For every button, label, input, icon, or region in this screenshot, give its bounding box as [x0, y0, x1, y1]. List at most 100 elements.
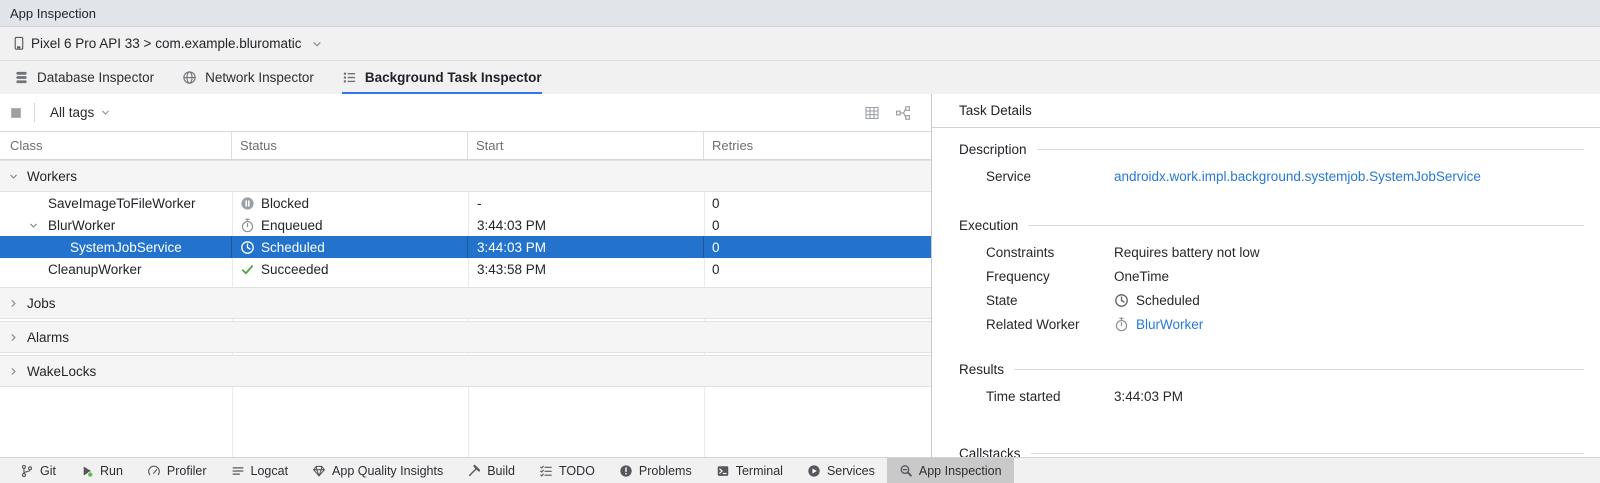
section-title: Execution [959, 217, 1019, 233]
table-row-saveimagetofileworker[interactable]: SaveImageToFileWorker Blocked - 0 [0, 192, 931, 214]
status-cell: Succeeded [232, 258, 468, 280]
toolwindow-button-label: TODO [559, 463, 595, 478]
background-task-table-panel: All tags [0, 94, 932, 458]
toolwindow-button-problems[interactable]: Problems [607, 458, 704, 483]
build-hammer-icon [467, 464, 481, 478]
detail-value: androidx.work.impl.background.systemjob.… [1114, 169, 1600, 184]
chevron-right-icon[interactable] [8, 332, 19, 343]
group-row-alarms[interactable]: Alarms [0, 321, 931, 353]
status-cell: Enqueued [232, 214, 468, 236]
tab-network-inspector[interactable]: Network Inspector [182, 61, 314, 95]
detail-row-service: Service androidx.work.impl.background.sys… [986, 164, 1600, 188]
detail-value: Scheduled [1114, 293, 1600, 308]
stop-inspector-button[interactable] [9, 106, 23, 120]
tab-label: Network Inspector [205, 70, 314, 85]
toolwindow-button-profiler[interactable]: Profiler [135, 458, 219, 483]
table-header: Class Status Start Retries [0, 132, 931, 160]
detail-text: OneTime [1114, 268, 1170, 284]
table-row-systemjobservice[interactable]: SystemJobService Scheduled 3:44:03 PM 0 [0, 236, 931, 258]
toolwindow-button-label: Profiler [166, 463, 207, 478]
graph-view-icon[interactable] [893, 103, 913, 123]
toolwindow-button-todo[interactable]: TODO [527, 458, 607, 483]
toolwindow-button-terminal[interactable]: Terminal [704, 458, 795, 483]
section-rule [1028, 224, 1584, 226]
column-header-class[interactable]: Class [0, 132, 232, 159]
table-toolbar: All tags [0, 94, 931, 132]
terminal-icon [716, 464, 730, 478]
group-label: Jobs [27, 295, 56, 311]
services-icon [807, 464, 821, 478]
start-cell: 3:43:58 PM [477, 261, 547, 277]
toolwindow-button-services[interactable]: Services [795, 458, 887, 483]
chevron-right-icon[interactable] [8, 366, 19, 377]
section-rule [1014, 368, 1584, 370]
class-cell: BlurWorker [0, 214, 232, 236]
toolwindow-button-git[interactable]: Git [8, 458, 68, 483]
todo-list-icon [539, 464, 553, 478]
section-rows: Time started 3:44:03 PM [959, 384, 1600, 408]
detail-link[interactable]: androidx.work.impl.background.systemjob.… [1114, 168, 1481, 184]
section-rule [1036, 148, 1584, 150]
retries-cell: 0 [712, 217, 720, 233]
group-row-wakelocks[interactable]: WakeLocks [0, 355, 931, 387]
class-cell: CleanupWorker [0, 258, 232, 280]
retries-cell: 0 [712, 195, 720, 211]
toolwindow-button-label: App Quality Insights [332, 463, 444, 478]
toolwindow-button-logcat[interactable]: Logcat [219, 458, 301, 483]
chevron-down-icon [311, 38, 323, 50]
task-details-body: Description Service androidx.work.impl.bac… [959, 128, 1600, 458]
app-inspection-icon [899, 464, 913, 478]
tab-database-inspector[interactable]: Database Inspector [14, 61, 154, 95]
table-view-icon[interactable] [862, 103, 882, 123]
toolwindow-button-label: App Inspection [918, 463, 1002, 478]
detail-text: Requires battery not low [1114, 244, 1260, 260]
quality-insights-icon [312, 464, 326, 478]
profiler-icon [147, 464, 161, 478]
start-cell: 3:44:03 PM [468, 236, 704, 258]
enqueued-icon [240, 218, 255, 233]
details-section-execution: Execution Constraints Requires battery not… [959, 216, 1600, 336]
column-header-retries[interactable]: Retries [712, 138, 754, 153]
status-cell: Blocked [232, 192, 468, 214]
group-label: Workers [27, 168, 78, 184]
toolwindow-button-label: Services [826, 463, 875, 478]
toolwindow-button-run[interactable]: Run [68, 458, 135, 483]
section-title: Results [959, 361, 1005, 377]
toolwindow-button-label: Problems [638, 463, 692, 478]
toolwindow-button-app-inspection[interactable]: App Inspection [886, 458, 1014, 483]
device-process-label: Pixel 6 Pro API 33 > com.example.bluroma… [31, 36, 302, 51]
group-row-jobs[interactable]: Jobs [0, 287, 931, 319]
device-process-selector[interactable]: Pixel 6 Pro API 33 > com.example.bluroma… [0, 27, 1600, 61]
column-header-start[interactable]: Start [468, 132, 704, 159]
blocked-icon [240, 196, 255, 211]
table-row-blurworker[interactable]: BlurWorker Enqueued 3:44:03 PM 0 [0, 214, 931, 236]
scheduled-icon [240, 240, 255, 255]
detail-label: Related Worker [986, 316, 1080, 332]
tab-label: Database Inspector [37, 70, 155, 85]
detail-link[interactable]: BlurWorker [1136, 316, 1204, 332]
table-row-cleanupworker[interactable]: CleanupWorker Succeeded 3:43:58 PM 0 [0, 258, 931, 280]
all-tags-label: All tags [50, 105, 95, 120]
class-cell: SystemJobService [0, 236, 232, 258]
detail-value: BlurWorker [1114, 317, 1600, 332]
toolwindow-button-app-quality-insights[interactable]: App Quality Insights [300, 458, 455, 483]
scheduled-icon [1114, 293, 1129, 308]
detail-value: OneTime [1114, 269, 1600, 284]
detail-row-frequency: Frequency OneTime [986, 264, 1600, 288]
toolwindow-button-build[interactable]: Build [455, 458, 527, 483]
retries-cell: 0 [712, 239, 720, 255]
succeeded-icon [240, 262, 255, 277]
tool-window-title-bar: App Inspection [0, 0, 1600, 27]
group-row-workers[interactable]: Workers [0, 160, 931, 192]
toolbar-divider [34, 103, 35, 122]
section-title-row: Results [959, 360, 1600, 378]
chevron-down-icon[interactable] [28, 220, 48, 231]
chevron-right-icon[interactable] [8, 298, 19, 309]
chevron-down-icon[interactable] [8, 171, 19, 182]
task-table: Workers SaveImageToFileWorker Blocked -0 Blu… [0, 160, 931, 387]
database-icon [14, 70, 29, 85]
tab-background-task-inspector[interactable]: Background Task Inspector [341, 61, 542, 95]
all-tags-dropdown[interactable]: All tags [46, 103, 115, 122]
column-header-status[interactable]: Status [232, 132, 468, 159]
toolwindow-button-label: Run [99, 463, 123, 478]
